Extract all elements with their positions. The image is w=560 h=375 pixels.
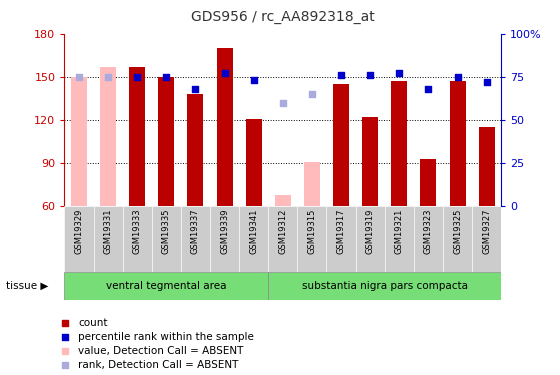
Bar [362,117,378,206]
Bar [217,48,232,206]
Bar [421,159,436,206]
Point [482,79,491,85]
Bar [188,94,203,206]
Point [104,74,113,80]
Text: GSM19341: GSM19341 [249,208,258,254]
Text: GSM19339: GSM19339 [220,208,229,254]
Bar [472,206,501,272]
Bar [275,195,291,206]
Point [307,91,316,97]
Point [337,72,346,78]
Point [191,86,200,92]
Text: GSM19325: GSM19325 [453,208,462,254]
Bar [100,67,116,206]
Point [60,334,69,340]
Bar [123,206,152,272]
Point [74,74,83,80]
Text: tissue ▶: tissue ▶ [6,281,48,291]
Bar [304,162,320,206]
Text: GSM19317: GSM19317 [337,208,346,254]
Point [162,74,171,80]
Bar [391,81,407,206]
Bar [297,206,326,272]
Point [60,320,69,326]
Bar [64,272,268,300]
Bar [246,118,262,206]
Text: value, Detection Call = ABSENT: value, Detection Call = ABSENT [78,346,244,356]
Bar [326,206,356,272]
Bar [239,206,268,272]
Point [366,72,375,78]
Bar [268,206,297,272]
Bar [64,206,94,272]
Bar [333,84,349,206]
Bar [181,206,210,272]
Text: GSM19312: GSM19312 [278,208,287,254]
Text: GSM19315: GSM19315 [307,208,316,254]
Text: GSM19327: GSM19327 [482,208,491,254]
Bar [479,127,494,206]
Text: GSM19337: GSM19337 [191,208,200,254]
Point [249,77,258,83]
Bar [152,206,181,272]
Text: GSM19321: GSM19321 [395,208,404,254]
Text: GSM19335: GSM19335 [162,208,171,254]
Point [395,70,404,76]
Text: GDS956 / rc_AA892318_at: GDS956 / rc_AA892318_at [191,10,375,24]
Bar [450,81,465,206]
Text: substantia nigra pars compacta: substantia nigra pars compacta [302,281,468,291]
Text: GSM19319: GSM19319 [366,208,375,254]
Point [424,86,433,92]
Point [220,70,229,76]
Bar [210,206,239,272]
Bar [129,67,145,206]
Bar [94,206,123,272]
Bar [356,206,385,272]
Point [60,348,69,354]
Bar [268,272,501,300]
Text: percentile rank within the sample: percentile rank within the sample [78,332,254,342]
Text: GSM19331: GSM19331 [104,208,113,254]
Text: ventral tegmental area: ventral tegmental area [106,281,227,291]
Text: count: count [78,318,108,328]
Text: GSM19323: GSM19323 [424,208,433,254]
Bar [158,77,174,206]
Point [453,74,462,80]
Bar [414,206,443,272]
Bar [385,206,414,272]
Point [60,362,69,368]
Text: GSM19333: GSM19333 [133,208,142,254]
Bar [71,77,87,206]
Bar [443,206,472,272]
Point [278,100,287,106]
Text: GSM19329: GSM19329 [74,208,83,254]
Point [133,74,142,80]
Text: rank, Detection Call = ABSENT: rank, Detection Call = ABSENT [78,360,239,370]
